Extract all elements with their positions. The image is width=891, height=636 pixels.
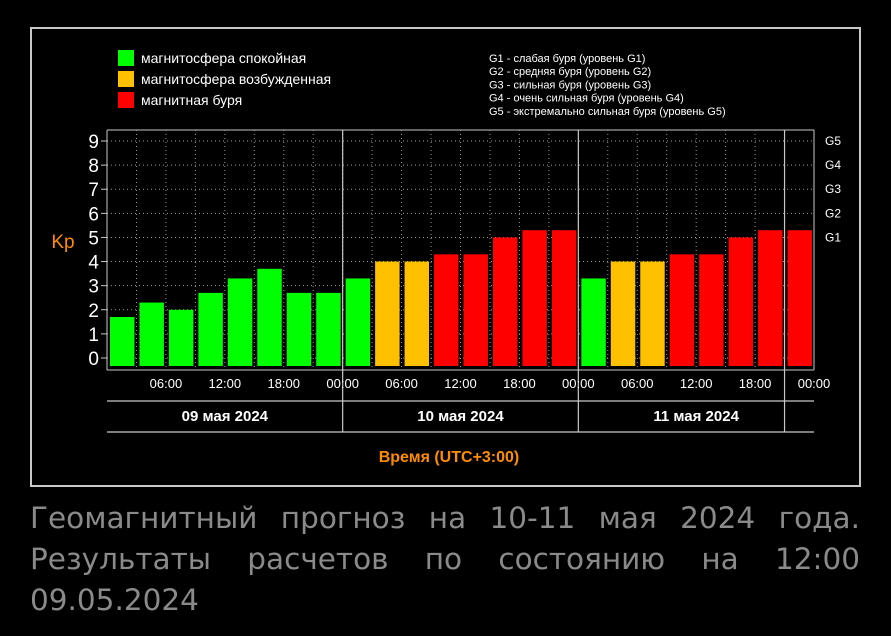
y-tick-label: 1 (88, 325, 99, 346)
kp-bar (522, 230, 547, 366)
legend-swatch-storm (118, 92, 134, 108)
y-tick-label: 0 (88, 349, 99, 370)
kp-bar (551, 230, 577, 366)
kp-bar (610, 261, 636, 366)
time-tick-label: 12:00 (680, 376, 713, 391)
storm-legend-line: G2 - средняя буря (уровень G2) (489, 66, 651, 78)
y-tick-label: 4 (88, 253, 99, 274)
y-tick-label: 3 (88, 277, 99, 298)
y-tick-label: 5 (88, 228, 99, 249)
kp-bar (640, 261, 665, 366)
legend-swatch-quiet (118, 50, 134, 66)
caption-line-1: Геомагнитный прогноз на 10-11 мая 2024 г… (30, 501, 860, 535)
storm-legend-line: G1 - слабая буря (уровень G1) (489, 53, 645, 65)
kp-bar (257, 268, 282, 366)
kp-bars (110, 230, 812, 366)
storm-levels-legend: G1 - слабая буря (уровень G1)G2 - средня… (489, 53, 726, 118)
storm-legend-line: G4 - очень сильная буря (уровень G4) (489, 93, 684, 105)
legend-swatch-disturbed (118, 71, 134, 87)
time-tick-label: 12:00 (209, 376, 242, 391)
kp-bar (669, 254, 695, 366)
y-tick-label: 2 (88, 301, 99, 322)
kp-bar (345, 278, 371, 366)
chart-axes: 0 1 2 3 4 5 6 7 8 9 G1 G2 G3 G4 G5 06:00 12:00 18:00 00:00… (88, 130, 841, 433)
kp-bar (463, 254, 488, 366)
time-tick-label: 00:00 (326, 376, 359, 391)
kp-bar (375, 261, 400, 366)
kp-bar (286, 292, 312, 366)
time-tick-label: 18:00 (503, 376, 536, 391)
legend-label-disturbed: магнитосфера возбужденная (141, 71, 331, 87)
time-tick-label: 06:00 (621, 376, 654, 391)
legend-label-storm: магнитная буря (141, 92, 242, 108)
g-scale-label: G2 (825, 206, 841, 220)
time-tick-label: 00:00 (562, 376, 595, 391)
chart-caption: Геомагнитный прогноз на 10-11 мая 2024 г… (30, 498, 860, 621)
kp-bar (787, 230, 812, 366)
kp-forecast-chart: магнитосфера спокойная магнитосфера возбу… (30, 27, 861, 487)
kp-bar (168, 309, 194, 366)
legend-label-quiet: магнитосфера спокойная (141, 50, 306, 66)
kp-bar (581, 278, 606, 366)
kp-bar (227, 278, 253, 366)
time-tick-label: 18:00 (739, 376, 772, 391)
kp-bar (492, 237, 518, 366)
g-scale-label: G4 (825, 158, 841, 172)
time-tick-label: 06:00 (385, 376, 418, 391)
kp-bar (434, 254, 459, 366)
y-tick-label: 8 (88, 156, 99, 177)
storm-legend-line: G5 - экстремально сильная буря (уровень … (489, 106, 726, 118)
kp-bar (139, 302, 164, 366)
time-tick-label: 06:00 (150, 376, 183, 391)
kp-bar (198, 292, 223, 366)
kp-bar (404, 261, 430, 366)
kp-bar (316, 292, 341, 366)
storm-legend-line: G3 - сильная буря (уровень G3) (489, 79, 651, 91)
caption-line-3: 09.05.2024 (30, 583, 199, 617)
chart-legend: магнитосфера спокойная магнитосфера возбу… (118, 50, 331, 108)
date-label: 10 мая 2024 (417, 408, 504, 425)
kp-bar (728, 237, 754, 366)
y-tick-label: 6 (88, 204, 99, 225)
kp-bar (110, 317, 135, 366)
time-tick-label: 00:00 (798, 376, 831, 391)
caption-line-2: Результаты расчетов по состоянию на 12:0… (30, 542, 860, 576)
g-scale-label: G5 (825, 134, 841, 148)
time-tick-label: 12:00 (444, 376, 477, 391)
kp-bar (758, 230, 783, 366)
g-scale-label: G1 (825, 230, 841, 244)
date-label: 09 мая 2024 (182, 408, 269, 425)
g-scale-label: G3 (825, 182, 841, 196)
date-label: 11 мая 2024 (653, 408, 739, 425)
y-tick-label: 7 (88, 180, 99, 201)
x-axis-title: Время (UTC+3:00) (379, 449, 520, 466)
kp-bar (699, 254, 724, 366)
y-tick-label: 9 (88, 132, 99, 153)
time-tick-label: 18:00 (267, 376, 300, 391)
chart-frame (30, 27, 861, 487)
y-axis-title: Kp (51, 232, 74, 253)
